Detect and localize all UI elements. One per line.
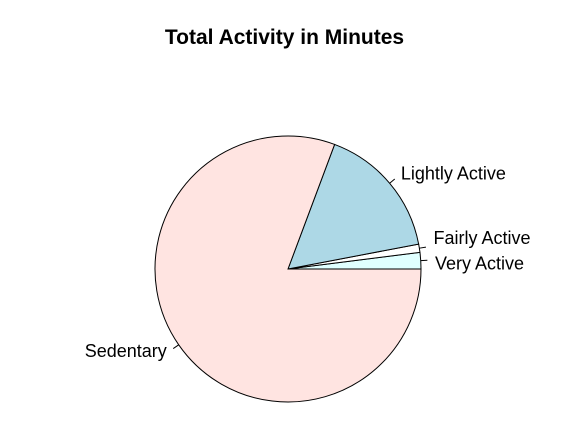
slice-label-lightly-active: Lightly Active (401, 163, 506, 183)
slice-label-sedentary: Sedentary (85, 341, 167, 361)
pie-slice-sedentary (154, 135, 422, 403)
pie-labels: Very Active Fairly Active Lightly Active Se… (85, 163, 531, 361)
leader-line-lightly-active (389, 178, 396, 184)
pie-leader-lines (172, 178, 428, 349)
leader-line-fairly-active (419, 246, 427, 249)
pie-slices (154, 135, 422, 403)
pie-slice-lightly-active (287, 143, 420, 270)
slice-label-very-active: Very Active (435, 254, 524, 274)
leader-line-sedentary (172, 344, 179, 349)
chart-title: Total Activity in Minutes (164, 26, 405, 49)
slice-label-fairly-active: Fairly Active (434, 228, 531, 248)
